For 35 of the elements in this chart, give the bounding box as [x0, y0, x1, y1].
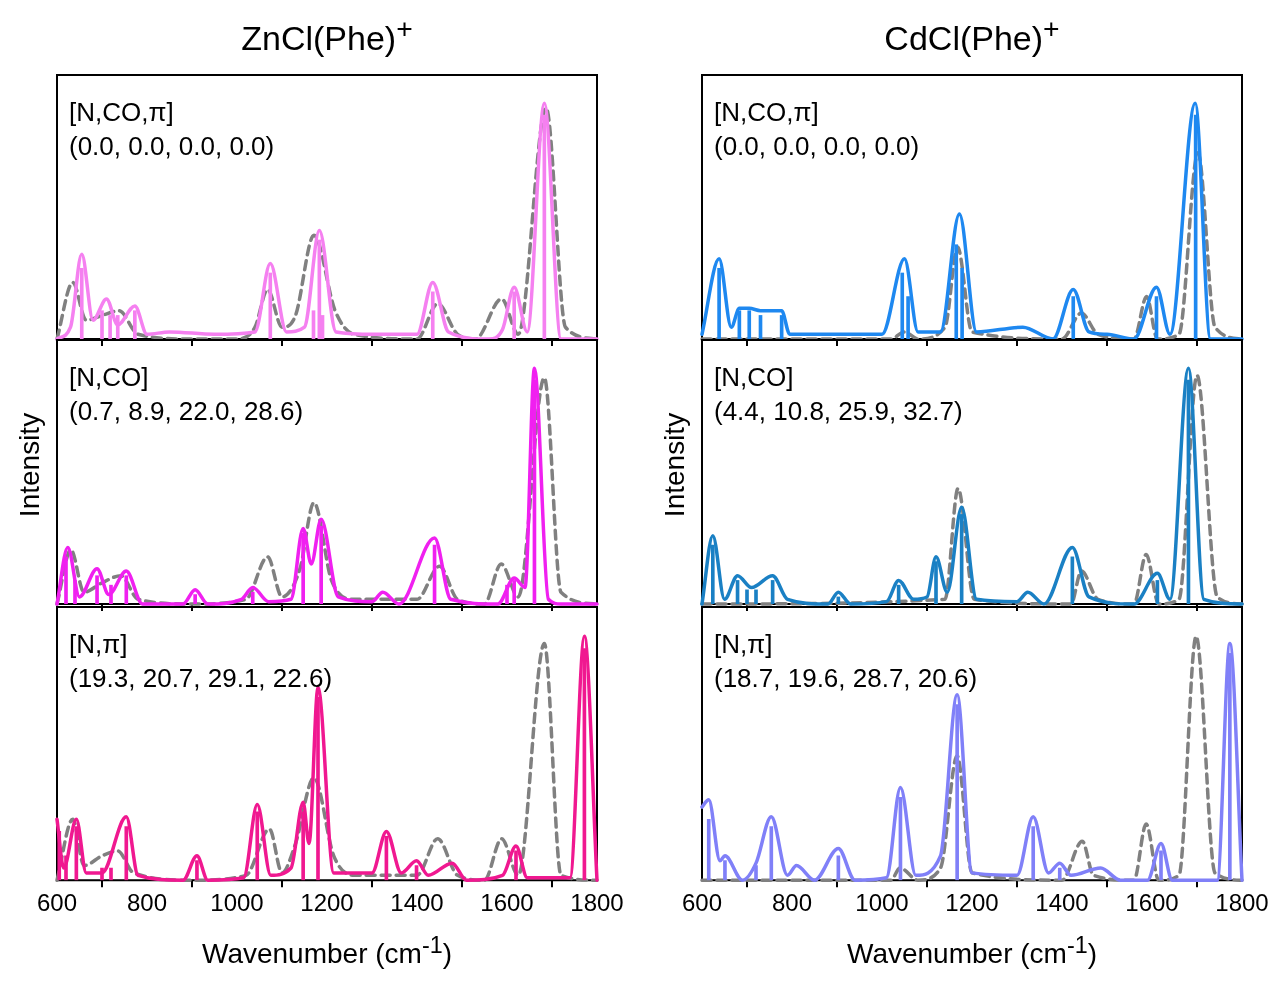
- x-tick-label: 1600: [480, 889, 534, 917]
- x-tick-label: 1600: [1125, 889, 1179, 917]
- x-axis-title: Wavenumber (cm$^{-1}$): [201, 932, 453, 971]
- x-tick-label: 1400: [390, 889, 444, 917]
- annotation: [N,CO]: [714, 362, 794, 393]
- x-tick-label: 600: [681, 889, 723, 917]
- chart-title: CdCl(Phe)$^{+}$: [883, 12, 1061, 59]
- x-tick-label: 1000: [855, 889, 909, 917]
- x-tick-label: 1800: [1215, 889, 1269, 917]
- chart-title: ZnCl(Phe)$^{+}$: [240, 12, 414, 59]
- annotation: (4.4, 10.8, 25.9, 32.7): [714, 396, 963, 427]
- x-tick-label: 1800: [570, 889, 624, 917]
- annotation: [N,CO,π]: [69, 97, 174, 128]
- bar: [745, 589, 749, 604]
- annotation: (0.0, 0.0, 0.0, 0.0): [69, 131, 275, 162]
- x-tick-label: 800: [771, 889, 813, 917]
- annotation: [N,π]: [714, 629, 773, 660]
- y-axis-title: Intensity: [659, 412, 691, 518]
- annotation: (0.7, 8.9, 22.0, 28.6): [69, 396, 304, 427]
- y-axis-title: Intensity: [14, 412, 46, 518]
- x-tick-label: 1000: [210, 889, 264, 917]
- annotation: [N,CO,π]: [714, 97, 819, 128]
- bar: [960, 267, 964, 339]
- bar: [250, 591, 255, 604]
- annotation: (18.7, 19.6, 28.7, 20.6): [714, 663, 978, 694]
- x-tick-label: 1400: [1035, 889, 1089, 917]
- x-axis-title: Wavenumber (cm$^{-1}$): [846, 932, 1098, 971]
- x-tick-label: 1200: [945, 889, 999, 917]
- annotation: [N,CO]: [69, 362, 149, 393]
- x-tick-label: 600: [36, 889, 78, 917]
- annotation: [N,π]: [69, 629, 128, 660]
- annotation: (0.0, 0.0, 0.0, 0.0): [714, 131, 920, 162]
- x-tick-label: 1200: [300, 889, 354, 917]
- annotation: (19.3, 20.7, 29.1, 22.6): [69, 663, 333, 694]
- x-tick-label: 800: [126, 889, 168, 917]
